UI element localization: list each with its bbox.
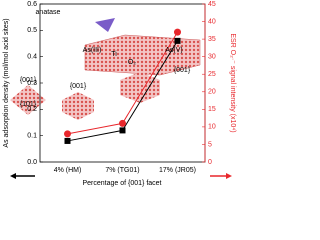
y-tick-label: 0.6 xyxy=(27,1,37,8)
annotation: As(III) xyxy=(83,47,102,54)
circle-marker xyxy=(119,119,126,127)
x-tick-label: 17% (JR05) xyxy=(159,167,196,174)
inset-illustration xyxy=(10,18,232,179)
square-marker xyxy=(174,37,181,44)
y-axis-label: As adsorption density (mol/mol acid site… xyxy=(3,18,10,147)
y2-tick-label: 15 xyxy=(208,106,216,113)
y2-axis-label: ESR O₂·⁻ signal intensity (x10⁴) xyxy=(229,33,236,132)
annotation: Ti xyxy=(111,51,117,58)
y2-tick-label: 40 xyxy=(208,18,216,25)
y-tick-label: 0.3 xyxy=(27,80,37,87)
y2-tick-label: 45 xyxy=(208,1,216,8)
annotation: anatase xyxy=(36,9,61,16)
annotation: {001} xyxy=(20,77,37,84)
x-tick-label: 7% (TG01) xyxy=(105,167,139,174)
y-tick-label: 0.0 xyxy=(27,159,37,166)
square-marker xyxy=(64,137,71,144)
annotation: {101} xyxy=(20,101,37,108)
y2-tick-label: 30 xyxy=(208,54,216,61)
y2-tick-label: 35 xyxy=(208,36,216,43)
annotation: O₂ xyxy=(128,59,136,66)
x-axis-label: Percentage of {001} facet xyxy=(82,180,161,187)
y-tick-label: 0.5 xyxy=(27,27,37,34)
annotation: {001} xyxy=(174,67,191,74)
y2-tick-label: 5 xyxy=(208,141,212,148)
y2-tick-label: 0 xyxy=(208,159,212,166)
y-tick-label: 0.2 xyxy=(27,106,37,113)
circle-marker xyxy=(64,130,71,138)
square-marker xyxy=(119,127,126,134)
circle-marker xyxy=(174,28,181,36)
x-tick-label: 4% (HM) xyxy=(54,167,82,174)
annotation: As(V) xyxy=(165,47,183,54)
annotation: {001} xyxy=(70,83,87,90)
y-tick-label: 0.1 xyxy=(27,133,37,140)
y2-tick-label: 10 xyxy=(208,124,216,131)
y2-tick-label: 25 xyxy=(208,71,216,78)
chart: As adsorption density (mol/mol acid site… xyxy=(3,1,236,187)
y2-tick-label: 20 xyxy=(208,89,216,96)
y-tick-label: 0.4 xyxy=(27,54,37,61)
